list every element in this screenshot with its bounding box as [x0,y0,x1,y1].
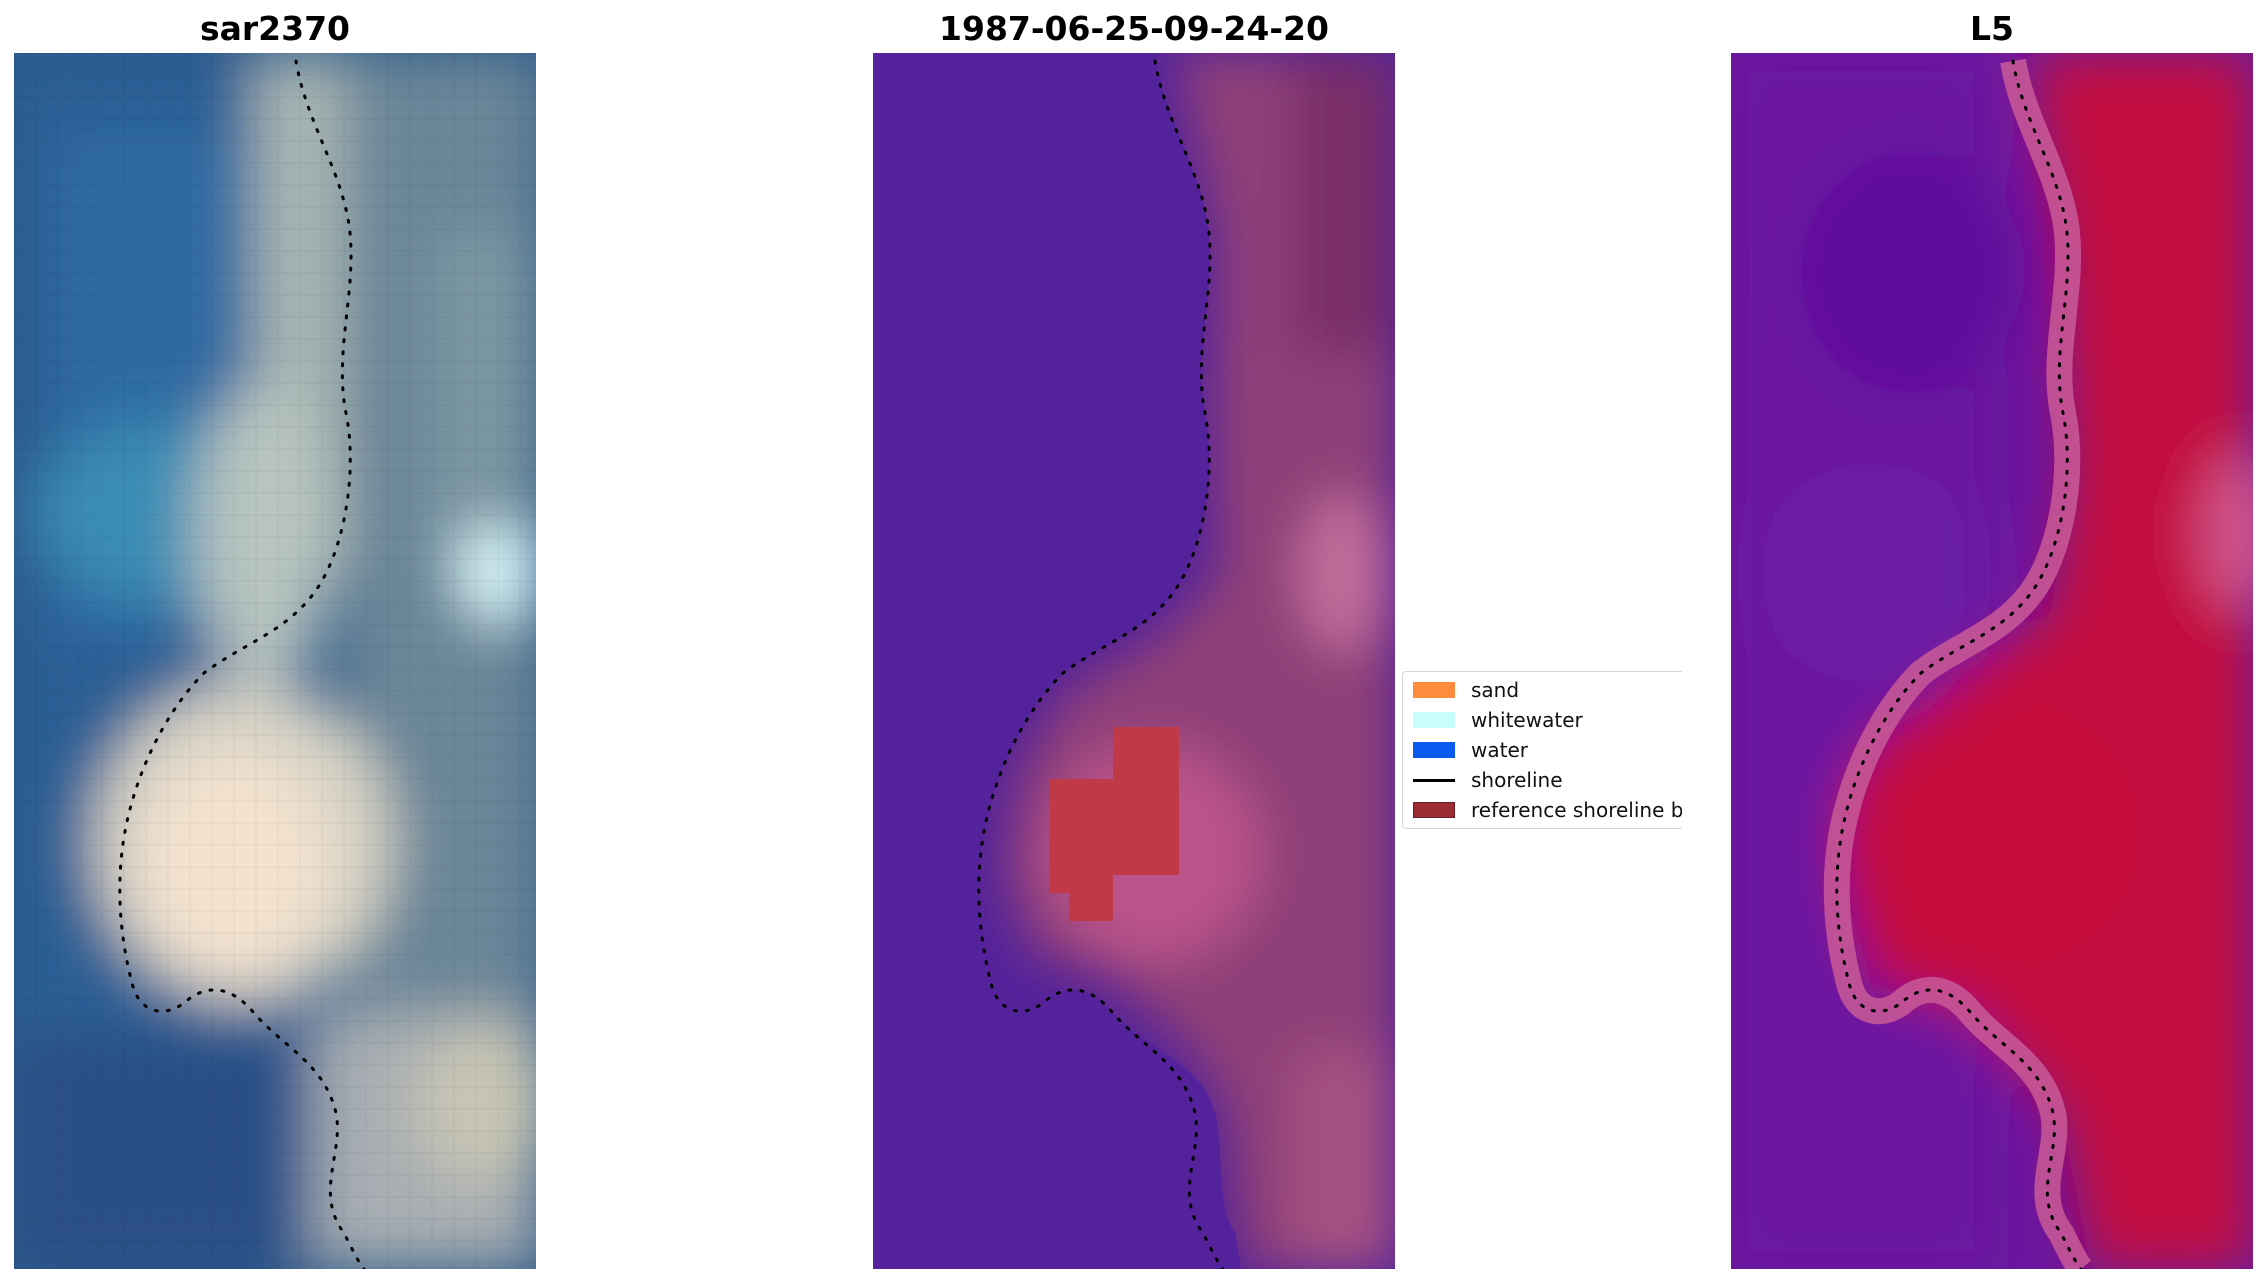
legend-item-shoreline: shoreline [1413,766,1563,794]
index-image [1731,53,2253,1269]
panel-title-index: L5 [1970,9,2014,48]
legend-item-water: water [1413,736,1528,764]
legend-item-sand: sand [1413,676,1519,704]
legend-line-shoreline [1413,778,1455,782]
legend-label-sand: sand [1471,678,1520,702]
legend-swatch-whitewater [1413,712,1455,728]
legend-swatch-reference-buffer [1413,802,1455,818]
rgb-image-panel [14,53,536,1269]
legend-item-whitewater: whitewater [1413,706,1583,734]
panel-title-rgb: sar2370 [199,9,351,48]
legend-swatch-sand [1413,682,1455,698]
classification-panel [873,53,1395,1269]
legend-label-reference-buffer: reference shoreline buffer [1471,798,1682,822]
legend-swatch-water [1413,742,1455,758]
rgb-image [14,53,536,1269]
legend: sand whitewater water shoreline referenc… [1402,671,1682,829]
legend-label-shoreline: shoreline [1471,768,1563,792]
legend-label-water: water [1471,738,1528,762]
panel-title-classification: 1987-06-25-09-24-20 [939,9,1329,48]
legend-label-whitewater: whitewater [1471,708,1583,732]
classification-image [873,53,1395,1269]
index-panel [1731,53,2253,1269]
legend-item-reference-buffer: reference shoreline buffer [1413,796,1682,824]
